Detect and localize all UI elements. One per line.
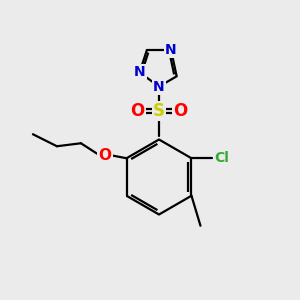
Text: Cl: Cl [214,151,229,165]
Text: O: O [130,102,145,120]
Text: O: O [98,148,111,163]
Text: N: N [153,80,165,94]
Text: O: O [173,102,188,120]
Text: N: N [134,65,146,80]
Text: N: N [165,43,177,57]
Text: S: S [153,102,165,120]
